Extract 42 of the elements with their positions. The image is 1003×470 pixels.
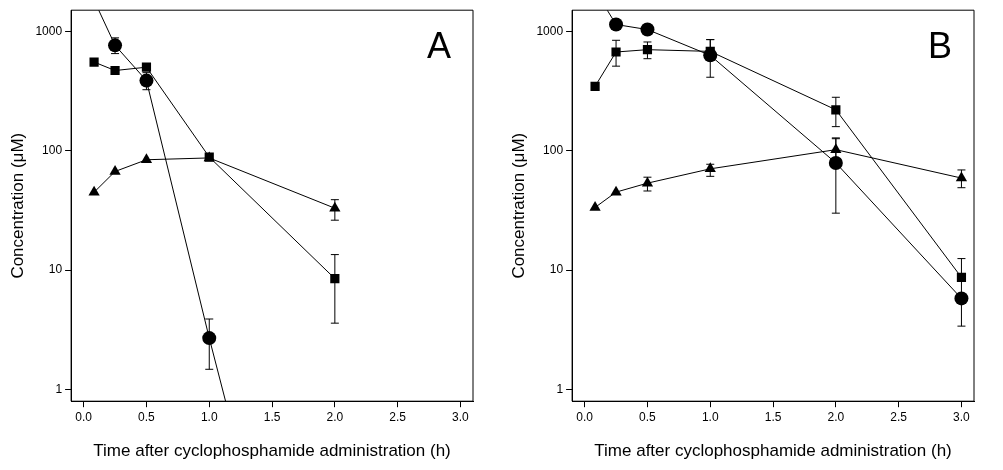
x-tick-label: 1.0 xyxy=(200,409,218,424)
x-tick-label: 2.5 xyxy=(389,409,407,424)
x-tick-label: 0.5 xyxy=(639,409,657,424)
point xyxy=(609,17,624,32)
point xyxy=(88,185,100,196)
x-tick-label: 1.5 xyxy=(263,409,281,424)
point xyxy=(110,65,120,76)
annotation: A xyxy=(426,25,451,67)
point xyxy=(640,22,655,37)
x-tick-label: 1.5 xyxy=(764,409,782,424)
x-tick-label: 0.0 xyxy=(576,409,594,424)
y-tick-label: 10 xyxy=(549,262,564,277)
y-tick-label: 1000 xyxy=(35,23,63,38)
point xyxy=(611,47,621,57)
x-axis-title: Time after cyclophosphamide administration (h) xyxy=(93,441,451,461)
point xyxy=(202,331,217,346)
x-tick-label: 3.0 xyxy=(452,409,470,424)
point xyxy=(610,185,622,196)
x-axis-title: Time after cyclophosphamide administration (h) xyxy=(594,441,952,461)
point xyxy=(589,200,601,211)
x-tick-label: 2.5 xyxy=(890,409,908,424)
y-axis-title: Concentration (μM) xyxy=(508,132,528,279)
point xyxy=(590,81,600,91)
y-tick-label: 100 xyxy=(42,143,63,158)
x-tick-label: 0.0 xyxy=(75,409,93,424)
y-tick-label: 10 xyxy=(48,262,63,277)
point xyxy=(140,153,153,163)
point xyxy=(109,164,121,175)
y-tick-label: 100 xyxy=(543,143,564,158)
x-tick-label: 1.0 xyxy=(701,409,719,424)
point xyxy=(141,62,152,72)
y-tick-label: 1000 xyxy=(536,23,564,38)
y-axis-title: Concentration (μM) xyxy=(7,132,27,279)
annotation: B xyxy=(927,25,952,67)
point xyxy=(204,152,214,162)
point xyxy=(89,57,99,67)
x-tick-label: 2.0 xyxy=(326,409,344,424)
x-tick-label: 3.0 xyxy=(953,409,971,424)
y-tick-label: 1 xyxy=(55,381,63,396)
x-tick-label: 0.5 xyxy=(138,409,156,424)
x-tick-label: 2.0 xyxy=(827,409,845,424)
y-tick-label: 1 xyxy=(556,381,564,396)
